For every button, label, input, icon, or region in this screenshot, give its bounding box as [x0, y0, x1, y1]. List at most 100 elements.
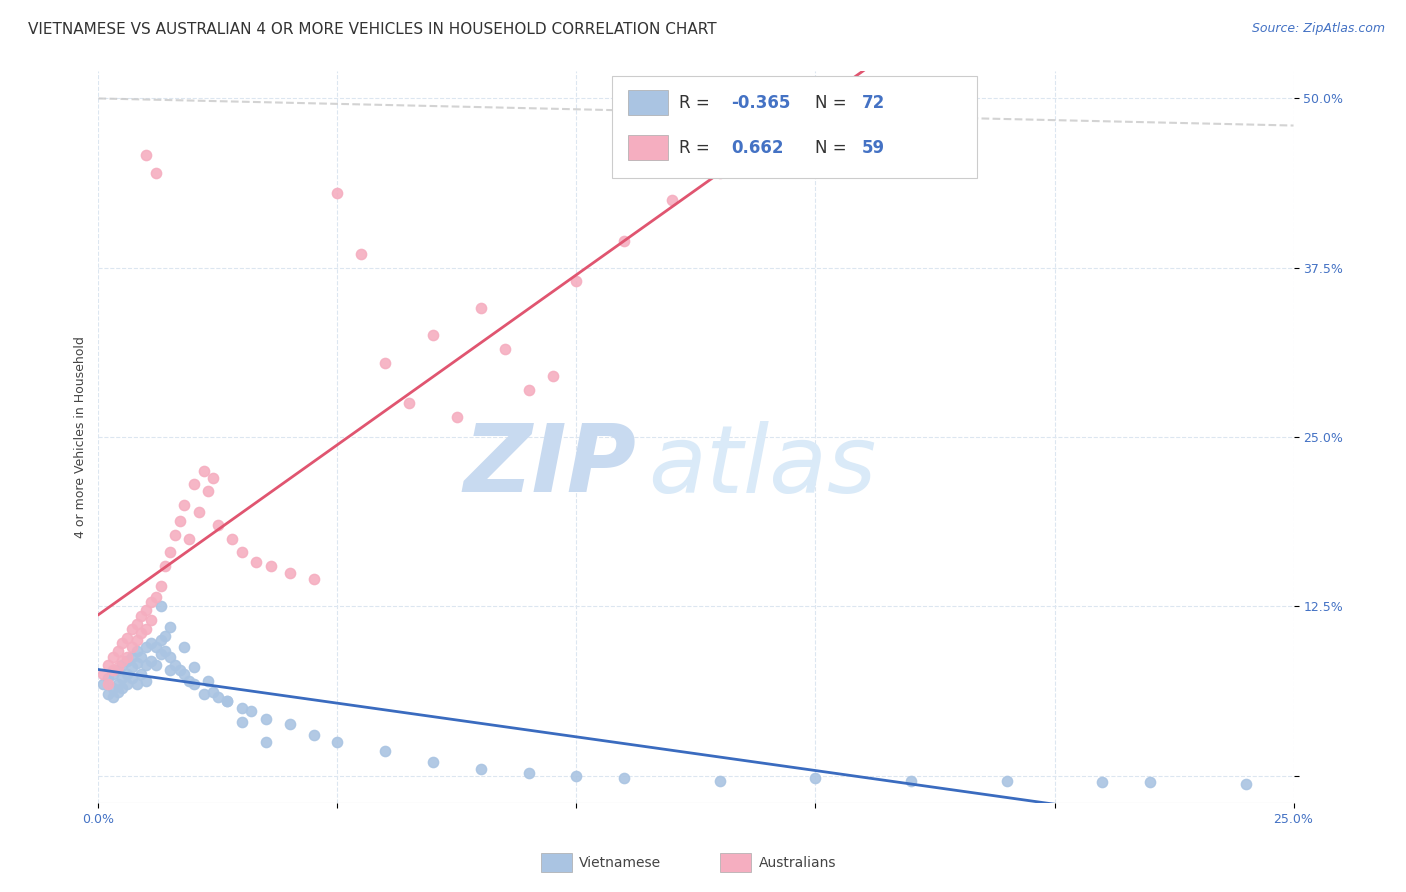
Point — [131, 608, 153, 623]
Point — [661, 193, 683, 207]
Point — [217, 694, 239, 708]
Text: ZIP: ZIP — [464, 420, 637, 512]
Point — [155, 558, 177, 573]
Point — [111, 671, 134, 685]
Point — [115, 649, 138, 664]
Point — [804, 119, 827, 133]
Point — [111, 657, 134, 672]
Point — [135, 640, 157, 654]
Point — [231, 545, 253, 559]
Point — [173, 498, 195, 512]
Point — [374, 355, 396, 369]
Text: N =: N = — [815, 139, 852, 157]
Point — [121, 649, 143, 664]
Point — [121, 623, 143, 637]
Text: R =: R = — [679, 94, 716, 112]
Point — [149, 599, 172, 614]
Point — [756, 139, 779, 153]
Point — [115, 654, 138, 668]
Text: 0.662: 0.662 — [731, 139, 783, 157]
Point — [169, 663, 191, 677]
Point — [115, 631, 138, 645]
Point — [139, 613, 162, 627]
Point — [107, 676, 129, 690]
Point — [159, 620, 181, 634]
Text: atlas: atlas — [648, 421, 876, 512]
Point — [470, 762, 492, 776]
Text: VIETNAMESE VS AUSTRALIAN 4 OR MORE VEHICLES IN HOUSEHOLD CORRELATION CHART: VIETNAMESE VS AUSTRALIAN 4 OR MORE VEHIC… — [28, 22, 717, 37]
Point — [101, 667, 124, 681]
Point — [302, 572, 325, 586]
Point — [139, 654, 162, 668]
Point — [135, 603, 157, 617]
Point — [101, 681, 124, 695]
Point — [350, 247, 373, 261]
Point — [125, 617, 148, 632]
Point — [995, 774, 1018, 789]
Point — [179, 532, 201, 546]
Point — [193, 688, 215, 702]
Point — [145, 166, 167, 180]
Point — [173, 640, 195, 654]
Point — [107, 660, 129, 674]
Point — [107, 663, 129, 677]
Point — [202, 684, 225, 698]
Point — [374, 744, 396, 758]
Point — [278, 566, 301, 580]
Point — [163, 527, 186, 541]
Point — [326, 735, 349, 749]
Point — [302, 728, 325, 742]
Point — [135, 623, 157, 637]
Point — [135, 673, 157, 688]
Point — [121, 640, 143, 654]
Point — [131, 626, 153, 640]
Point — [187, 505, 209, 519]
Point — [111, 636, 134, 650]
Point — [149, 647, 172, 661]
Point — [101, 663, 124, 677]
Point — [91, 667, 114, 681]
Point — [97, 671, 120, 685]
Point — [125, 676, 148, 690]
Point — [179, 673, 201, 688]
Point — [422, 755, 444, 769]
Point — [159, 663, 181, 677]
Point — [1139, 775, 1161, 789]
Point — [207, 518, 229, 533]
Point — [163, 657, 186, 672]
Point — [101, 690, 124, 705]
Point — [183, 676, 205, 690]
Point — [613, 772, 636, 786]
Point — [259, 558, 281, 573]
Point — [145, 640, 167, 654]
Point — [197, 484, 219, 499]
Point — [97, 676, 120, 690]
Point — [254, 712, 277, 726]
Point — [217, 694, 239, 708]
Text: R =: R = — [679, 139, 720, 157]
Point — [900, 774, 922, 789]
Point — [97, 688, 120, 702]
Point — [565, 274, 588, 288]
Point — [1091, 775, 1114, 789]
Point — [517, 766, 540, 780]
Point — [149, 633, 172, 648]
Point — [115, 667, 138, 681]
Point — [121, 660, 143, 674]
Point — [107, 684, 129, 698]
Point — [446, 409, 468, 424]
Text: -0.365: -0.365 — [731, 94, 790, 112]
Point — [149, 579, 172, 593]
Point — [145, 657, 167, 672]
Point — [245, 555, 267, 569]
Point — [541, 369, 564, 384]
Point — [422, 328, 444, 343]
Point — [101, 649, 124, 664]
Text: 72: 72 — [862, 94, 886, 112]
Point — [107, 644, 129, 658]
Point — [326, 186, 349, 201]
Text: 59: 59 — [862, 139, 884, 157]
Point — [470, 301, 492, 316]
Point — [111, 654, 134, 668]
Point — [121, 671, 143, 685]
